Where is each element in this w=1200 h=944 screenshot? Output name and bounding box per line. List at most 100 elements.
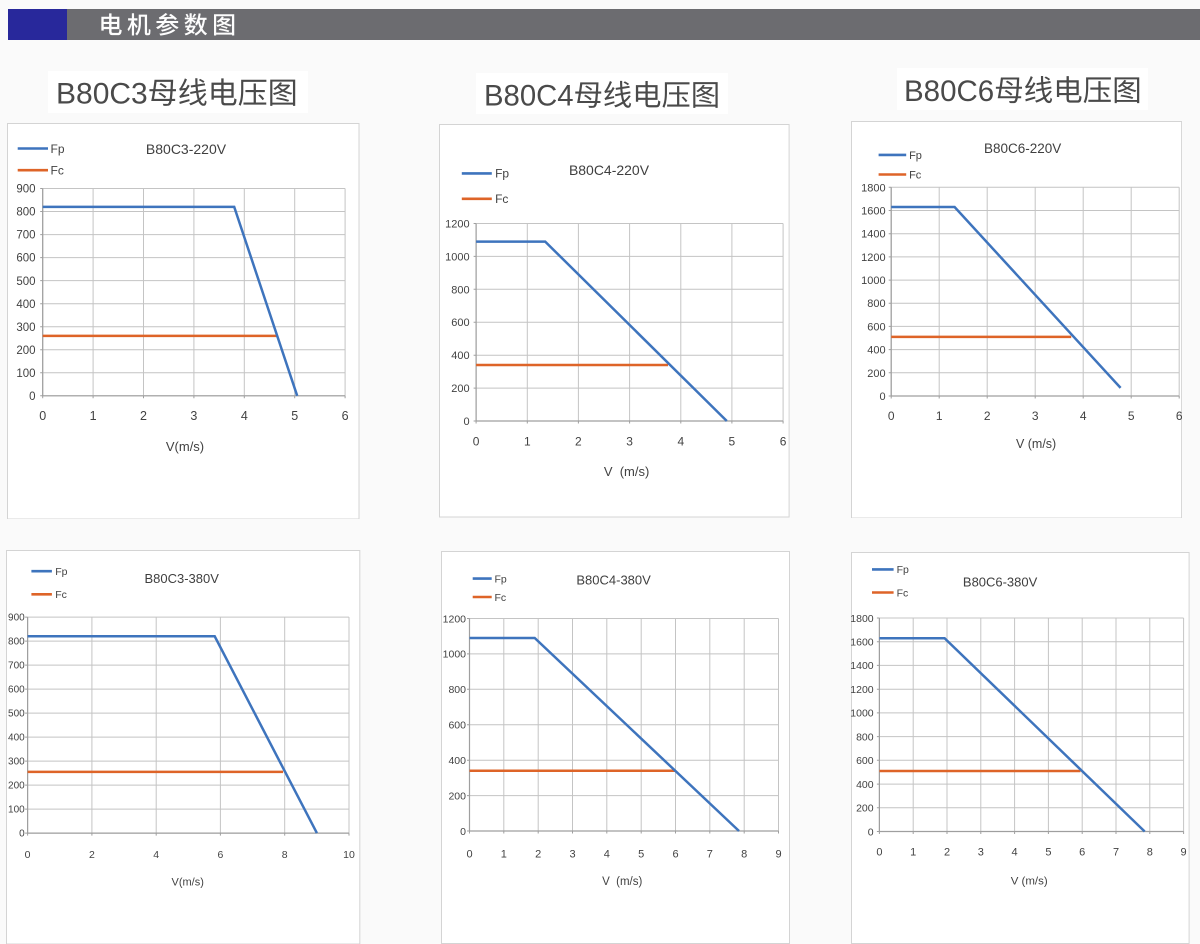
svg-text:800: 800 <box>8 636 25 647</box>
svg-text:200: 200 <box>448 790 466 802</box>
svg-text:700: 700 <box>8 660 25 671</box>
svg-text:0: 0 <box>466 848 472 860</box>
svg-text:100: 100 <box>16 367 35 379</box>
svg-text:6: 6 <box>1080 847 1086 859</box>
svg-text:3: 3 <box>627 434 634 448</box>
svg-text:B80C4: B80C4 <box>484 80 574 113</box>
svg-text:400: 400 <box>452 350 470 362</box>
svg-text:1200: 1200 <box>446 219 470 231</box>
svg-text:500: 500 <box>16 275 35 287</box>
svg-text:0: 0 <box>39 409 46 423</box>
svg-text:1600: 1600 <box>851 638 874 649</box>
svg-text:0: 0 <box>880 390 886 402</box>
svg-text:3: 3 <box>569 848 575 860</box>
svg-text:5: 5 <box>638 848 644 860</box>
svg-text:1000: 1000 <box>862 275 886 287</box>
svg-text:V (m/s): V (m/s) <box>1011 875 1048 887</box>
svg-text:7: 7 <box>707 848 713 860</box>
svg-text:800: 800 <box>448 684 466 696</box>
svg-text:0: 0 <box>464 416 470 428</box>
svg-text:0: 0 <box>19 828 25 839</box>
svg-text:B80C4-220V: B80C4-220V <box>569 162 650 178</box>
svg-text:8: 8 <box>1147 847 1153 859</box>
svg-text:10: 10 <box>343 849 355 860</box>
svg-text:B80C3-220V: B80C3-220V <box>146 141 227 157</box>
svg-text:6: 6 <box>780 434 787 448</box>
svg-text:500: 500 <box>8 708 25 719</box>
svg-text:6: 6 <box>218 849 224 860</box>
svg-text:2: 2 <box>89 849 95 860</box>
svg-text:400: 400 <box>868 344 886 356</box>
svg-text:Fp: Fp <box>495 167 509 181</box>
svg-text:2: 2 <box>535 848 541 860</box>
svg-text:B80C6-380V: B80C6-380V <box>963 575 1038 590</box>
svg-text:1: 1 <box>936 408 943 422</box>
svg-text:V(m/s): V(m/s) <box>166 439 204 454</box>
svg-text:300: 300 <box>8 756 25 767</box>
svg-text:0: 0 <box>888 408 895 422</box>
svg-text:V (m/s): V (m/s) <box>604 464 649 479</box>
svg-text:600: 600 <box>8 684 25 695</box>
svg-text:7: 7 <box>1113 847 1119 859</box>
svg-text:1000: 1000 <box>446 251 470 263</box>
svg-text:Fc: Fc <box>495 192 508 206</box>
svg-text:700: 700 <box>16 229 35 241</box>
svg-text:900: 900 <box>8 612 25 623</box>
svg-text:600: 600 <box>16 252 35 264</box>
svg-text:1800: 1800 <box>862 182 886 194</box>
svg-text:1: 1 <box>524 434 531 448</box>
svg-text:1200: 1200 <box>862 251 886 263</box>
svg-text:4: 4 <box>1080 408 1087 422</box>
svg-text:Fp: Fp <box>51 141 65 155</box>
svg-text:4: 4 <box>604 848 610 860</box>
svg-text:Fp: Fp <box>909 149 922 161</box>
svg-text:200: 200 <box>856 804 874 815</box>
svg-text:2: 2 <box>984 408 991 422</box>
svg-text:400: 400 <box>8 732 25 743</box>
svg-text:Fc: Fc <box>55 590 67 601</box>
svg-text:1600: 1600 <box>862 205 886 217</box>
svg-text:1000: 1000 <box>851 709 874 720</box>
svg-text:0: 0 <box>473 434 480 448</box>
svg-text:0: 0 <box>460 826 466 838</box>
svg-text:1800: 1800 <box>851 614 874 625</box>
svg-text:Fp: Fp <box>55 567 67 578</box>
svg-text:3: 3 <box>978 847 984 859</box>
svg-text:400: 400 <box>448 755 466 767</box>
svg-text:3: 3 <box>1032 408 1039 422</box>
svg-text:B80C4-380V: B80C4-380V <box>576 572 651 587</box>
svg-text:400: 400 <box>856 780 874 791</box>
svg-text:2: 2 <box>575 434 582 448</box>
svg-text:B80C3-380V: B80C3-380V <box>145 571 220 586</box>
svg-text:6: 6 <box>1176 408 1182 422</box>
svg-text:600: 600 <box>452 317 470 329</box>
svg-text:1400: 1400 <box>851 661 874 672</box>
svg-text:100: 100 <box>8 804 25 815</box>
svg-text:800: 800 <box>868 298 886 310</box>
svg-text:1: 1 <box>911 847 917 859</box>
svg-text:1: 1 <box>90 409 97 423</box>
svg-text:Fp: Fp <box>897 565 909 576</box>
svg-text:0: 0 <box>25 849 31 860</box>
svg-text:Fc: Fc <box>51 163 64 177</box>
svg-text:5: 5 <box>729 434 736 448</box>
svg-text:1200: 1200 <box>851 685 874 696</box>
svg-text:1200: 1200 <box>443 613 467 625</box>
svg-text:600: 600 <box>856 756 874 767</box>
svg-text:2: 2 <box>140 409 147 423</box>
svg-text:200: 200 <box>8 780 25 791</box>
svg-text:400: 400 <box>16 298 35 310</box>
svg-text:Fp: Fp <box>495 573 507 585</box>
svg-text:200: 200 <box>452 383 470 395</box>
svg-text:5: 5 <box>291 409 298 423</box>
svg-text:5: 5 <box>1046 847 1052 859</box>
svg-text:2: 2 <box>944 847 950 859</box>
svg-text:Fc: Fc <box>909 169 922 181</box>
svg-text:800: 800 <box>452 284 470 296</box>
svg-text:6: 6 <box>672 848 678 860</box>
svg-text:B80C6-220V: B80C6-220V <box>984 140 1061 155</box>
svg-text:V (m/s): V (m/s) <box>602 876 642 888</box>
svg-text:B80C6: B80C6 <box>904 75 994 108</box>
svg-text:1400: 1400 <box>862 228 886 240</box>
svg-text:9: 9 <box>1181 847 1187 859</box>
